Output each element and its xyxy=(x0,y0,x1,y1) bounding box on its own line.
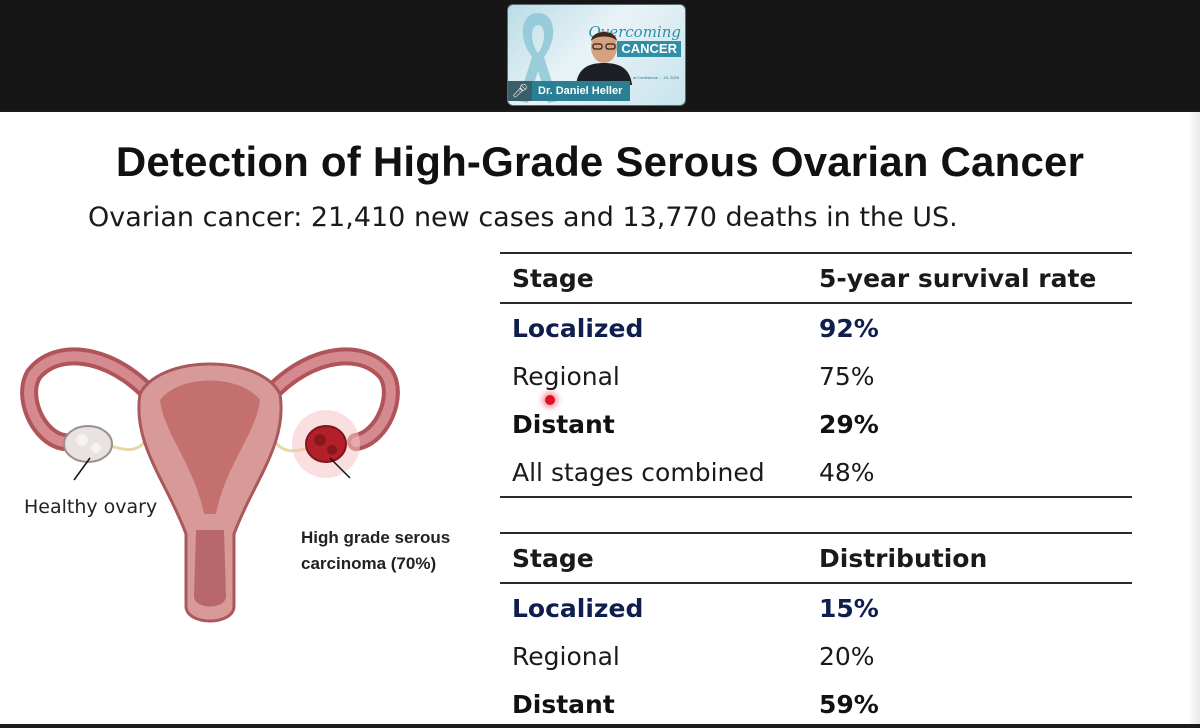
speaker-video-tile[interactable]: Overcoming CANCER ... al Conference ... … xyxy=(507,4,686,106)
logo-line2: CANCER xyxy=(617,41,681,57)
stage-cell: Regional xyxy=(512,361,620,391)
uterus-illustration xyxy=(20,347,400,623)
header-survival: 5-year survival rate xyxy=(819,263,1097,293)
table-header-row: Stage Distribution xyxy=(500,534,1132,582)
stage-cell: All stages combined xyxy=(512,457,765,487)
survival-rate-table: Stage 5-year survival rate Localized 92%… xyxy=(500,252,1132,498)
stage-cell: Distant xyxy=(512,689,615,719)
table-row: Distant 59% xyxy=(500,680,1132,728)
table-rule xyxy=(500,496,1132,498)
table-rule xyxy=(500,582,1132,584)
speaker-name: Dr. Daniel Heller xyxy=(532,81,631,101)
stage-cell: Localized xyxy=(512,593,644,623)
meeting-top-bar: Overcoming CANCER ... al Conference ... … xyxy=(0,0,1200,110)
slide-subtitle: Ovarian cancer: 21,410 new cases and 13,… xyxy=(88,202,958,233)
value-cell: 15% xyxy=(819,593,879,623)
table-rule xyxy=(500,532,1132,534)
value-cell: 20% xyxy=(819,641,875,671)
speaker-avatar xyxy=(576,31,632,85)
carcinoma-label-line1: High grade serous xyxy=(301,528,451,547)
table-row: All stages combined 48% xyxy=(500,448,1132,496)
slide-scroll-edge[interactable] xyxy=(1188,112,1200,724)
table-row: Distant 29% xyxy=(500,400,1132,448)
value-cell: 29% xyxy=(819,409,879,439)
logo-subtext: ... al Conference ... 19, 2026 xyxy=(628,75,679,80)
laser-pointer xyxy=(545,395,555,405)
table-rule xyxy=(500,252,1132,254)
stage-cell: Distant xyxy=(512,409,615,439)
stage-cell: Regional xyxy=(512,641,620,671)
awareness-ribbon-icon xyxy=(518,13,558,103)
value-cell: 92% xyxy=(819,313,879,343)
header-stage: Stage xyxy=(512,263,594,293)
table-row: Localized 92% xyxy=(500,304,1132,352)
speaker-name-tag: 🎤︎ Dr. Daniel Heller xyxy=(508,81,631,101)
shared-slide: Detection of High-Grade Serous Ovarian C… xyxy=(0,112,1200,724)
value-cell: 59% xyxy=(819,689,879,719)
carcinoma-label: High grade serous carcinoma (70%) xyxy=(301,525,491,577)
table-header-row: Stage 5-year survival rate xyxy=(500,254,1132,302)
value-cell: 48% xyxy=(819,457,875,487)
slide-title: Detection of High-Grade Serous Ovarian C… xyxy=(115,138,1085,185)
carcinoma-label-line2: carcinoma (70%) xyxy=(301,554,437,573)
table-row: Regional 75% xyxy=(500,352,1132,400)
conference-logo: Overcoming CANCER xyxy=(588,25,681,57)
microphone-icon[interactable]: 🎤︎ xyxy=(508,81,532,101)
table-row: Regional 20% xyxy=(500,632,1132,680)
stage-cell: Localized xyxy=(512,313,644,343)
distribution-table: Stage Distribution Localized 15% Regiona… xyxy=(500,532,1132,728)
header-stage: Stage xyxy=(512,543,594,573)
value-cell: 75% xyxy=(819,361,875,391)
healthy-ovary-label: Healthy ovary xyxy=(24,496,158,518)
table-rule xyxy=(500,302,1132,304)
header-distribution: Distribution xyxy=(819,543,988,573)
table-row: Localized 15% xyxy=(500,584,1132,632)
